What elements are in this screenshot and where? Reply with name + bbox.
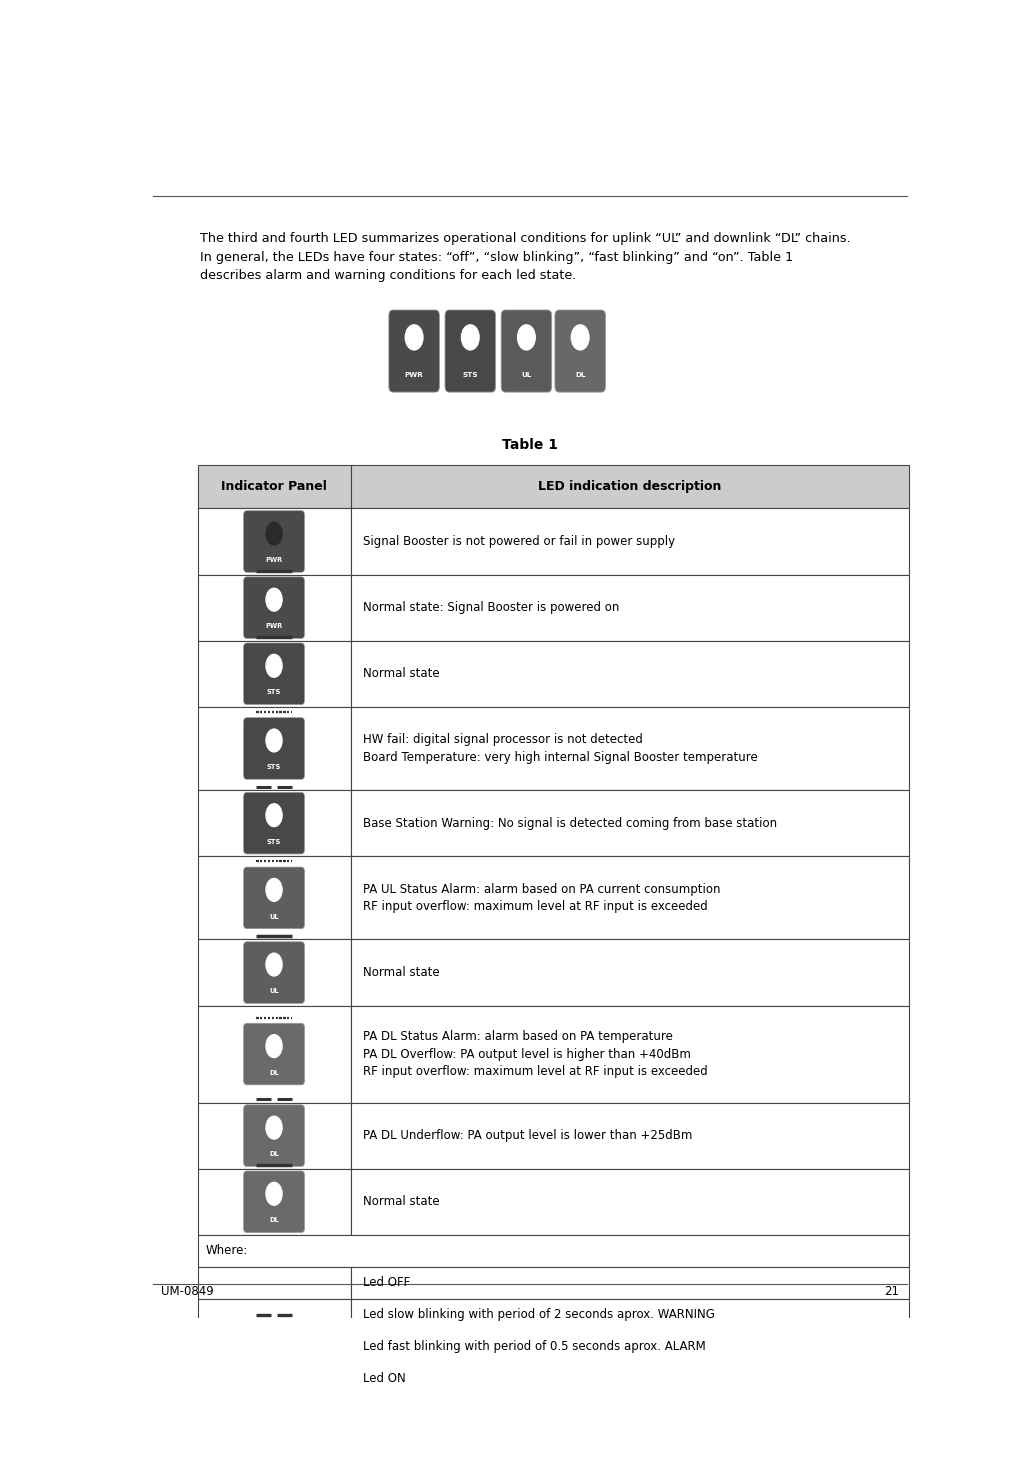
Text: STS: STS — [267, 838, 282, 844]
Circle shape — [266, 878, 283, 902]
Text: Led fast blinking with period of 0.5 seconds aprox. ALARM: Led fast blinking with period of 0.5 sec… — [362, 1340, 705, 1354]
Circle shape — [266, 1035, 283, 1057]
Bar — [351, 465, 909, 508]
Bar — [198, 1102, 351, 1169]
Bar — [198, 1235, 909, 1266]
Circle shape — [266, 655, 283, 677]
Text: The third and fourth LED summarizes operational conditions for uplink “UL” and d: The third and fourth LED summarizes oper… — [200, 233, 851, 283]
Text: HW fail: digital signal processor is not detected
Board Temperature: very high i: HW fail: digital signal processor is not… — [362, 733, 758, 764]
Circle shape — [266, 523, 283, 545]
Text: PWR: PWR — [265, 624, 283, 629]
Text: PWR: PWR — [265, 557, 283, 563]
Text: Led slow blinking with period of 2 seconds aprox. WARNING: Led slow blinking with period of 2 secon… — [362, 1308, 714, 1321]
Bar — [198, 465, 351, 508]
Text: Base Station Warning: No signal is detected coming from base station: Base Station Warning: No signal is detec… — [362, 816, 776, 829]
Text: STS: STS — [463, 372, 478, 379]
Text: LED indication description: LED indication description — [538, 480, 721, 493]
Circle shape — [406, 324, 423, 350]
Text: Led ON: Led ON — [362, 1371, 406, 1385]
Bar — [198, 939, 351, 1006]
Bar — [198, 706, 351, 789]
Text: Normal state: Normal state — [362, 966, 439, 979]
Circle shape — [571, 324, 589, 350]
Text: UL: UL — [269, 914, 278, 920]
Circle shape — [266, 588, 283, 612]
Bar — [198, 575, 351, 641]
Text: Normal state: Normal state — [362, 1195, 439, 1208]
Bar — [351, 1299, 909, 1330]
Text: DL: DL — [269, 1151, 278, 1157]
Bar — [351, 939, 909, 1006]
Bar — [351, 508, 909, 575]
Text: PA DL Status Alarm: alarm based on PA temperature
PA DL Overflow: PA output leve: PA DL Status Alarm: alarm based on PA te… — [362, 1031, 707, 1078]
Bar — [198, 1363, 351, 1395]
Circle shape — [462, 324, 479, 350]
Bar — [351, 1006, 909, 1102]
FancyBboxPatch shape — [243, 718, 304, 779]
FancyBboxPatch shape — [243, 511, 304, 572]
FancyBboxPatch shape — [243, 1171, 304, 1232]
Circle shape — [266, 1117, 283, 1139]
Bar — [198, 1330, 351, 1363]
Circle shape — [266, 804, 283, 826]
FancyBboxPatch shape — [389, 310, 440, 392]
FancyBboxPatch shape — [243, 866, 304, 929]
Text: STS: STS — [267, 690, 282, 696]
Bar — [351, 1266, 909, 1299]
Text: PA UL Status Alarm: alarm based on PA current consumption
RF input overflow: max: PA UL Status Alarm: alarm based on PA cu… — [362, 883, 720, 914]
Text: Where:: Where: — [206, 1244, 248, 1257]
Bar — [351, 1102, 909, 1169]
Text: DL: DL — [269, 1217, 278, 1223]
Circle shape — [266, 954, 283, 976]
Bar — [351, 1330, 909, 1363]
FancyBboxPatch shape — [243, 792, 304, 855]
Circle shape — [266, 1182, 283, 1206]
FancyBboxPatch shape — [555, 310, 605, 392]
FancyBboxPatch shape — [243, 643, 304, 705]
Bar — [198, 1006, 351, 1102]
Bar — [351, 856, 909, 939]
Bar — [198, 1266, 351, 1299]
Text: UM-0849: UM-0849 — [161, 1284, 214, 1297]
Bar — [351, 1169, 909, 1235]
FancyBboxPatch shape — [243, 578, 304, 638]
Bar — [198, 1169, 351, 1235]
Bar — [351, 706, 909, 789]
FancyBboxPatch shape — [243, 942, 304, 1003]
FancyBboxPatch shape — [243, 1105, 304, 1167]
Bar — [351, 575, 909, 641]
Bar — [351, 789, 909, 856]
Bar — [198, 1299, 351, 1330]
FancyBboxPatch shape — [445, 310, 496, 392]
Bar — [198, 789, 351, 856]
FancyBboxPatch shape — [243, 1023, 304, 1086]
Bar — [351, 1363, 909, 1395]
Text: DL: DL — [574, 372, 586, 379]
Text: Normal state: Normal state — [362, 668, 439, 680]
Text: DL: DL — [269, 1069, 278, 1075]
Text: 21: 21 — [885, 1284, 899, 1297]
Text: UL: UL — [269, 988, 278, 994]
Text: UL: UL — [522, 372, 532, 379]
Bar — [198, 508, 351, 575]
Circle shape — [518, 324, 535, 350]
Bar — [198, 641, 351, 706]
Text: Led OFF: Led OFF — [362, 1277, 410, 1290]
Text: STS: STS — [267, 764, 282, 770]
Circle shape — [266, 729, 283, 752]
Bar — [351, 641, 909, 706]
Text: Indicator Panel: Indicator Panel — [221, 480, 327, 493]
Text: Table 1: Table 1 — [502, 438, 559, 452]
Bar — [198, 856, 351, 939]
Text: PWR: PWR — [405, 372, 423, 379]
FancyBboxPatch shape — [501, 310, 552, 392]
Text: PA DL Underflow: PA output level is lower than +25dBm: PA DL Underflow: PA output level is lowe… — [362, 1129, 692, 1142]
Text: Signal Booster is not powered or fail in power supply: Signal Booster is not powered or fail in… — [362, 535, 675, 548]
Text: Normal state: Signal Booster is powered on: Normal state: Signal Booster is powered … — [362, 601, 619, 615]
